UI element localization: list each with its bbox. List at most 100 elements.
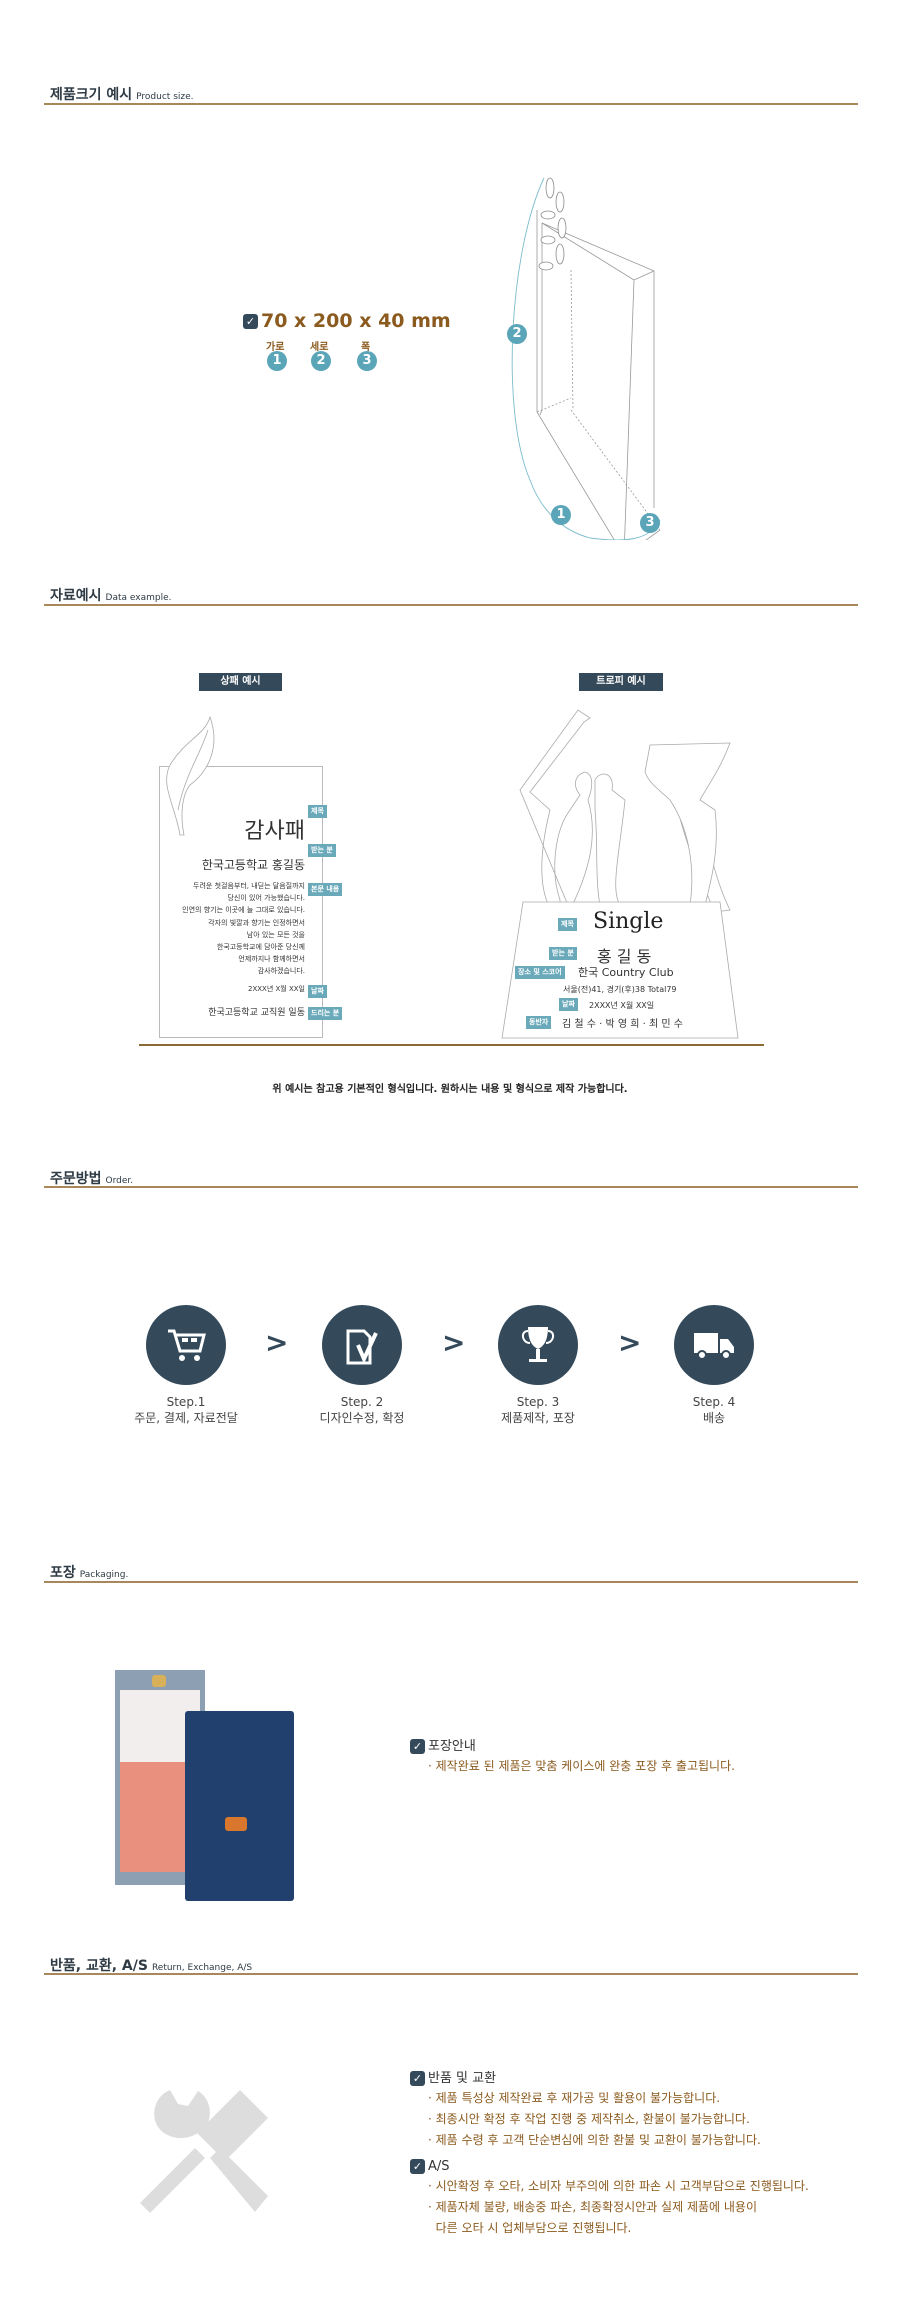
num-badge: 2 — [311, 351, 331, 371]
check-icon: ✓ — [410, 2071, 425, 2086]
tag-body: 본문 내용 — [308, 883, 343, 896]
title-ko: 주문방법 — [50, 1171, 102, 1187]
heading-text: 포장안내 — [428, 1739, 476, 1754]
divider — [44, 1581, 858, 1583]
heading-text: 반품 및 교환 — [428, 2071, 497, 2086]
return-item: · 제품 특성상 제작완료 후 재가공 및 활용이 불가능합니다. — [428, 2091, 721, 2105]
step-desc: 제품제작, 포장 — [501, 1411, 575, 1425]
divider — [44, 604, 858, 606]
tag-giver: 드리는 분 — [308, 1007, 343, 1020]
body-line: 당신이 있어 가능했습니다. — [227, 894, 305, 903]
title-en: Return, Exchange, A/S — [151, 1963, 253, 1973]
return-exchange-info: ✓ 반품 및 교환 · 제품 특성상 제작완료 후 재가공 및 활용이 불가능합니… — [410, 2067, 809, 2239]
step-3: Step. 3 제품제작, 포장 — [468, 1395, 608, 1426]
step-desc: 디자인수정, 확정 — [319, 1411, 405, 1425]
plaque-example-label: 상패 예시 — [199, 673, 282, 691]
return-item: · 제품 수령 후 고객 단순변심에 의한 환불 및 교환이 불가능합니다. — [428, 2133, 761, 2147]
tag-place: 장소 및 스코어 — [515, 966, 565, 979]
plaque-recipient: 한국고등학교 홍길동 — [201, 858, 305, 872]
truck-icon — [694, 1333, 734, 1360]
step-2-circle — [322, 1305, 402, 1385]
as-item: · 시안확정 후 오타, 소비자 부주의에 의한 파손 시 고객부담으로 진행됩… — [428, 2179, 809, 2193]
chevron-right-icon: > — [442, 1326, 466, 1359]
dimensions-text: 70 x 200 x 40 mm — [261, 310, 451, 332]
step-desc: 배송 — [702, 1411, 726, 1425]
trophy-example-label: 트로피 예시 — [579, 673, 663, 691]
title-en: Data example. — [105, 593, 172, 603]
trophy-companions: 김 철 수 · 박 영 희 · 최 민 수 — [562, 1019, 683, 1030]
trophy-icon — [522, 1327, 554, 1362]
section-title-order: 주문방법 Order. — [50, 1168, 133, 1188]
step-number: Step. 2 — [340, 1395, 384, 1409]
packaging-info: ✓ 포장안내 · 제작완료 된 제품은 맞춤 케이스에 완충 포장 후 출고됩니다… — [410, 1735, 735, 1777]
num-badge: 1 — [551, 505, 571, 525]
body-line: 남아 있는 모든 것을 — [246, 930, 305, 939]
title-ko: 포장 — [50, 1565, 76, 1581]
packaging-heading: ✓ 포장안내 — [410, 1735, 735, 1754]
document-check-icon — [346, 1329, 378, 1365]
tag-title: 제목 — [558, 918, 577, 931]
step-1-circle — [146, 1305, 226, 1385]
title-ko: 반품, 교환, A/S — [50, 1958, 148, 1974]
body-line: 두려운 첫걸음부터, 내딛는 달음질까지 — [193, 882, 305, 890]
chevron-right-icon: > — [265, 1326, 289, 1359]
chevron-right-icon: > — [618, 1326, 642, 1359]
step-number: Step. 4 — [692, 1395, 736, 1409]
body-line: 인연의 향기는 이곳에 늘 그대로 있습니다. — [182, 906, 305, 915]
plaque-outline — [159, 766, 323, 1038]
step-number: Step.1 — [166, 1395, 206, 1409]
label-height: 세로 — [310, 342, 329, 353]
body-line: 언제까지나 함께하면서 — [238, 955, 305, 964]
body-line: 감사하겠습니다. — [257, 967, 305, 976]
step-4-circle — [674, 1305, 754, 1385]
body-line: 한국고등학교에 담아준 당신께 — [216, 943, 305, 952]
tag-recipient: 받는 분 — [549, 947, 577, 960]
leaf-icon — [166, 715, 215, 836]
title-en: Packaging. — [79, 1570, 129, 1580]
step-2: Step. 2 디자인수정, 확정 — [292, 1395, 432, 1426]
tag-companions: 동반자 — [526, 1016, 552, 1029]
tag-recipient: 받는 분 — [308, 844, 336, 857]
check-icon: ✓ — [410, 2159, 425, 2174]
plaque-date: 2XXX년 X월 XX일 — [248, 985, 305, 993]
title-en: Order. — [105, 1176, 134, 1186]
trophy-recipient: 홍 길 동 — [597, 947, 652, 966]
section-title-data: 자료예시 Data example. — [50, 585, 171, 605]
section-title-size: 제품크기 예시 Product size. — [50, 84, 194, 104]
heading-text: A/S — [428, 2159, 450, 2174]
example-note: 위 예시는 참고용 기본적인 형식입니다. 원하시는 내용 및 형식으로 제작 … — [272, 1084, 628, 1095]
tag-title: 제목 — [308, 805, 327, 818]
section-title-return: 반품, 교환, A/S Return, Exchange, A/S — [50, 1955, 252, 1975]
return-item: · 최종시안 확정 후 작업 진행 중 제작취소, 환불이 불가능합니다. — [428, 2112, 750, 2126]
title-ko: 제품크기 예시 — [50, 87, 133, 103]
plaque-title: 감사패 — [244, 819, 305, 844]
body-line: 각자의 빛깔과 향기는 인정하면서 — [208, 918, 305, 927]
trophy-title: Single — [593, 909, 664, 934]
title-en: Product size. — [136, 92, 194, 102]
trophy-place: 한국 Country Club — [578, 966, 674, 979]
step-number: Step. 3 — [516, 1395, 560, 1409]
dimensions: ✓ 70 x 200 x 40 mm — [243, 310, 451, 332]
num-badge: 3 — [357, 351, 377, 371]
num-badge: 1 — [267, 351, 287, 371]
return-heading: ✓ 반품 및 교환 — [410, 2067, 809, 2086]
section-title-packaging: 포장 Packaging. — [50, 1562, 128, 1582]
label-width: 가로 — [266, 342, 285, 353]
divider — [44, 103, 858, 105]
title-ko: 자료예시 — [50, 588, 102, 604]
step-4: Step. 4 배송 — [644, 1395, 784, 1426]
divider — [44, 1973, 858, 1975]
step-3-circle — [498, 1305, 578, 1385]
packaging-closed-box-image — [185, 1711, 294, 1901]
cart-icon — [168, 1329, 206, 1361]
tag-date: 날짜 — [559, 998, 578, 1011]
trophy-score: 서울(전)41, 경기(후)38 Total79 — [563, 985, 677, 994]
num-badge: 2 — [507, 324, 527, 344]
product-diagram — [511, 177, 661, 540]
step-desc: 주문, 결제, 자료전달 — [134, 1411, 238, 1425]
plaque-giver: 한국고등학교 교직원 일동 — [208, 1008, 305, 1018]
label-depth: 폭 — [361, 342, 371, 353]
step-1: Step.1 주문, 결제, 자료전달 — [116, 1395, 256, 1426]
trophy-date: 2XXX년 X월 XX일 — [589, 1001, 655, 1010]
